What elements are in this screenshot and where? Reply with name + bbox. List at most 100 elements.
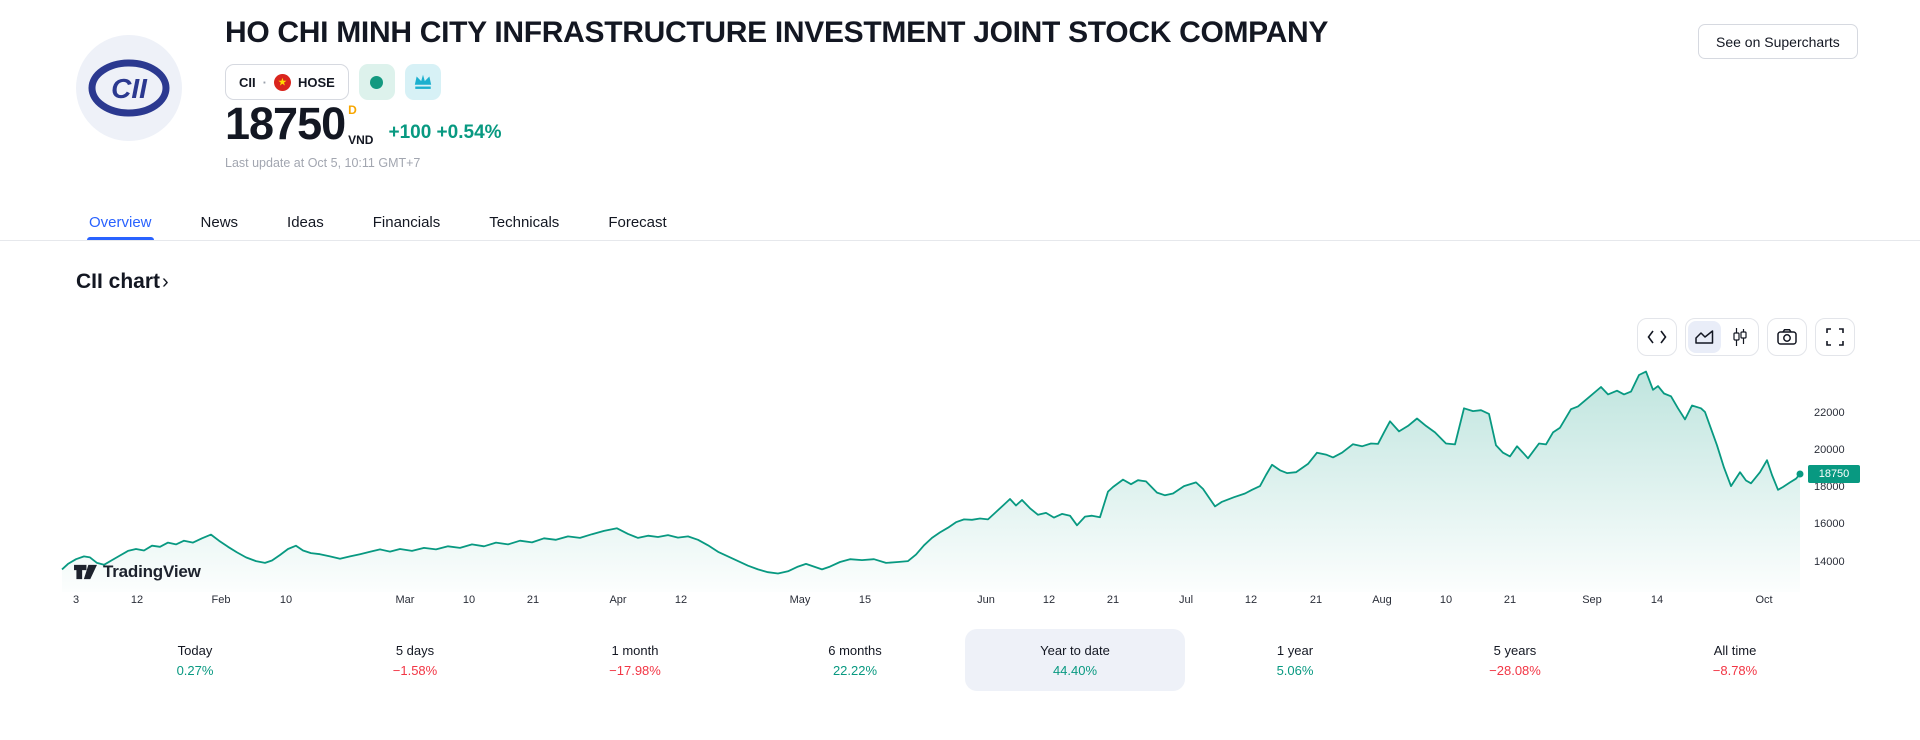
period-label: 5 days [395,642,435,658]
x-axis-tick: Mar [395,594,415,606]
area-chart-icon [1695,330,1714,344]
delayed-data-badge[interactable]: D [348,103,357,117]
tab-ideas[interactable]: Ideas [287,213,324,231]
price-chart-canvas[interactable] [0,300,1920,592]
x-axis-tick: 21 [526,594,540,606]
chart-style-group [1685,318,1759,356]
company-logo: CII [76,35,182,141]
x-axis-tick: Sep [1582,594,1602,606]
x-axis-tick: Aug [1372,594,1392,606]
x-axis-tick: 21 [1503,594,1517,606]
fullscreen-icon [1826,328,1844,346]
period-label: All time [1713,642,1757,658]
x-axis-tick: 10 [1439,594,1453,606]
y-axis-tick: 22000 [1814,407,1845,419]
see-on-supercharts-button[interactable]: See on Supercharts [1698,24,1858,59]
x-axis-tick: 12 [1244,594,1258,606]
last-price-label: 18750 [1808,465,1860,483]
period-change-value: 0.27% [176,662,214,678]
cii-logo-icon: CII [88,59,170,117]
period-change-value: 5.06% [1276,662,1314,678]
period-button-5-years[interactable]: 5 years −28.08% [1405,629,1625,691]
area-chart-style-button[interactable] [1688,321,1721,353]
period-button-5-days[interactable]: 5 days −1.58% [305,629,525,691]
period-button-today[interactable]: Today 0.27% [85,629,305,691]
period-change-value: −8.78% [1712,662,1758,678]
x-axis-tick: Feb [211,594,231,606]
x-axis-tick: 21 [1309,594,1323,606]
x-axis-tick: 3 [72,594,80,606]
x-axis-tick: Oct [1755,594,1773,606]
x-axis-tick: 21 [1106,594,1120,606]
tab-overview[interactable]: Overview [87,204,154,240]
x-axis-tick: 12 [674,594,688,606]
fullscreen-button[interactable] [1815,318,1855,356]
tab-news[interactable]: News [200,213,239,231]
tab-forecast[interactable]: Forecast [608,213,667,231]
x-axis[interactable]: 3 12 Feb 10 Mar 10 21 Apr 12 May 15 Jun 12 21 Jul 12 21 A… [0,594,1806,610]
period-button-all-time[interactable]: All time −8.78% [1625,629,1845,691]
period-change-value: −28.08% [1489,662,1541,678]
y-axis-tick: 16000 [1814,518,1845,530]
period-label: 5 years [1493,642,1537,658]
period-selector: Today 0.27% 5 days −1.58% 1 month −17.98% 6 mo… [85,629,1845,691]
y-axis[interactable]: 22000 20000 18000 16000 14000 [1810,300,1910,600]
vietnam-flag-icon: ★ [273,73,291,91]
page-title: HO CHI MINH CITY INFRASTRUCTURE INVESTME… [225,16,1329,49]
price-block: 18750 D VND +100 +0.54% [225,95,502,149]
x-axis-tick: Apr [609,594,627,606]
period-label: Today [177,642,213,658]
x-axis-tick: 14 [1650,594,1664,606]
y-axis-tick: 18000 [1814,481,1845,493]
badge-row: CII · ★ HOSE [225,64,441,100]
candles-chart-style-button[interactable] [1723,321,1756,353]
period-change-value: 22.22% [832,662,878,678]
current-price: 18750 [225,98,346,149]
camera-icon [1777,329,1797,345]
period-label: 1 month [611,642,659,658]
period-button-year-to-date[interactable]: Year to date 44.40% [965,629,1185,691]
tab-bar: Overview News Ideas Financials Technicals For… [0,204,1920,241]
chart-heading-link[interactable]: CII chart › [76,270,169,294]
period-button-1-year[interactable]: 1 year 5.06% [1185,629,1405,691]
chevron-right-icon: › [162,271,169,293]
y-axis-tick: 20000 [1814,444,1845,456]
currency-label: VND [348,133,374,147]
index-constituent-badge[interactable] [404,64,441,100]
code-icon [1647,330,1667,344]
chart-heading-label: CII chart [76,270,161,293]
market-status-badge[interactable] [358,64,395,100]
period-change-value: 44.40% [1052,662,1098,678]
chart-toolbar [1637,318,1855,356]
snapshot-button[interactable] [1767,318,1807,356]
price-change: +100 +0.54% [388,122,502,143]
tradingview-logo-icon [74,564,97,580]
last-update-text: Last update at Oct 5, 10:11 GMT+7 [225,156,421,170]
symbol-exchange-badge[interactable]: CII · ★ HOSE [225,64,349,100]
tradingview-watermark-link[interactable]: TradingView [74,561,201,583]
tradingview-watermark-label: TradingView [103,562,201,581]
period-label: Year to date [1040,642,1110,658]
code-view-button[interactable] [1637,318,1677,356]
crown-icon [414,74,431,89]
x-axis-tick: 10 [279,594,293,606]
area-fill [62,371,1800,592]
exchange-label: HOSE [297,74,335,90]
x-axis-tick: 12 [130,594,144,606]
candles-icon [1732,328,1747,346]
period-label: 6 months [828,642,882,658]
price-line [61,370,1801,575]
symbol-label: CII [239,74,256,90]
period-change-value: −1.58% [392,662,438,678]
period-change-value: −17.98% [609,662,661,678]
last-price-dot [1796,470,1804,478]
separator-dot: · [262,74,267,90]
svg-text:CII: CII [111,73,148,104]
period-button-1-month[interactable]: 1 month −17.98% [525,629,745,691]
period-button-6-months[interactable]: 6 months 22.22% [745,629,965,691]
tab-financials[interactable]: Financials [372,213,441,231]
period-label: 1 year [1276,642,1314,658]
x-axis-tick: May [789,594,811,606]
tab-technicals[interactable]: Technicals [489,213,560,231]
y-axis-tick: 14000 [1814,556,1845,568]
